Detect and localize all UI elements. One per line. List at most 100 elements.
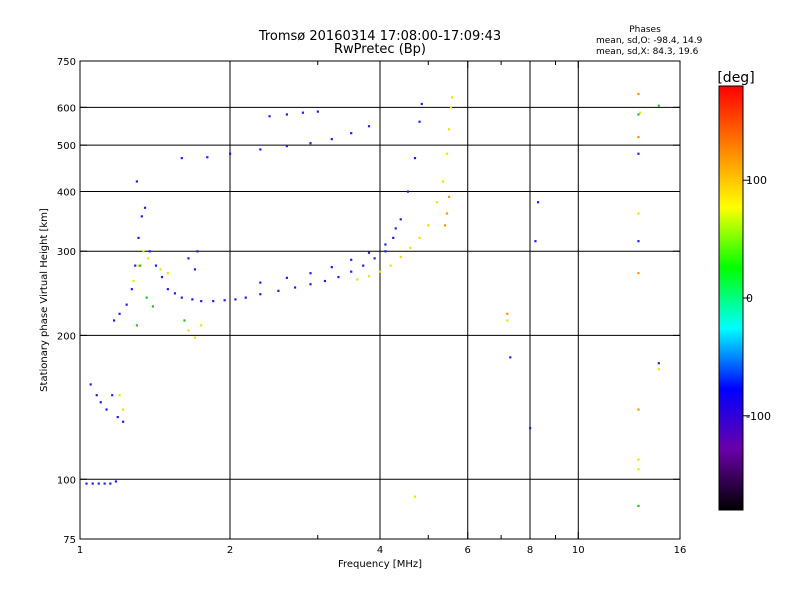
data-points xyxy=(85,92,660,508)
data-point xyxy=(384,250,387,253)
data-point xyxy=(89,383,92,386)
data-point xyxy=(118,312,121,315)
data-point xyxy=(143,206,147,209)
data-point xyxy=(301,111,305,114)
y-tick-label: 600 xyxy=(57,103,76,114)
data-point xyxy=(166,288,169,291)
data-point xyxy=(137,236,140,240)
data-point xyxy=(139,264,142,267)
data-point xyxy=(323,279,327,283)
data-point xyxy=(373,257,376,260)
data-point xyxy=(443,224,447,227)
data-point xyxy=(447,128,451,131)
data-point xyxy=(509,356,512,359)
data-point xyxy=(409,246,412,249)
data-point xyxy=(309,142,312,145)
data-point xyxy=(445,212,449,215)
colorbar-tick-label: 100 xyxy=(746,174,767,187)
data-point xyxy=(105,408,108,411)
y-tick-label: 200 xyxy=(57,331,76,342)
x-tick-label: 16 xyxy=(674,545,687,556)
data-point xyxy=(135,324,138,327)
data-point xyxy=(394,227,397,230)
data-point xyxy=(95,394,98,397)
data-point xyxy=(389,264,392,267)
data-point xyxy=(427,224,430,227)
data-point xyxy=(337,275,340,279)
chart-title: Tromsø 20160314 17:08:00-17:09:43 xyxy=(258,29,501,44)
data-point xyxy=(435,201,438,204)
data-point xyxy=(148,250,151,253)
data-point xyxy=(259,281,262,284)
data-point xyxy=(145,296,148,299)
data-point xyxy=(637,458,640,461)
data-point xyxy=(657,362,660,365)
data-point xyxy=(166,272,169,275)
data-point xyxy=(384,243,387,246)
data-point xyxy=(187,257,190,260)
data-point xyxy=(147,257,150,260)
data-point xyxy=(137,264,140,267)
x-tick-label: 4 xyxy=(377,545,383,556)
data-point xyxy=(193,336,197,339)
y-tick-label: 100 xyxy=(57,475,76,486)
colorbar-label: [deg] xyxy=(717,70,754,86)
y-tick-label: 75 xyxy=(63,535,76,546)
data-point xyxy=(154,264,158,267)
x-tick-label: 10 xyxy=(572,545,585,556)
data-point xyxy=(268,115,271,118)
y-tick-label: 500 xyxy=(57,141,76,152)
data-point xyxy=(413,495,417,498)
data-point xyxy=(125,303,128,306)
chart-subtitle: RwPretec (Bp) xyxy=(334,42,426,57)
data-point xyxy=(330,138,333,141)
data-point xyxy=(173,292,177,295)
data-point xyxy=(529,427,532,430)
data-point xyxy=(285,276,288,279)
data-point xyxy=(140,215,143,218)
data-point xyxy=(142,250,145,253)
data-point xyxy=(406,190,410,193)
colorbar-tick-label: 0 xyxy=(746,292,753,305)
data-point xyxy=(309,272,312,275)
data-point xyxy=(447,195,451,198)
x-axis-label: Frequency [MHz] xyxy=(338,559,422,570)
data-point xyxy=(109,482,112,485)
data-point xyxy=(229,152,232,155)
data-point xyxy=(350,132,353,135)
data-point xyxy=(103,482,106,485)
legend-line-o: mean, sd,O: -98.4, 14.9 xyxy=(596,36,703,46)
data-point xyxy=(196,250,199,253)
y-tick-label: 750 xyxy=(57,57,76,68)
data-point xyxy=(99,401,102,404)
y-axis-label: Stationary phase Virtual Height [km] xyxy=(39,208,50,392)
data-point xyxy=(637,272,640,275)
data-point xyxy=(193,268,197,271)
data-point xyxy=(191,298,194,301)
data-point xyxy=(234,298,237,301)
data-point xyxy=(413,157,417,160)
data-point xyxy=(285,113,288,116)
data-point xyxy=(534,240,537,243)
data-point xyxy=(506,319,509,322)
data-point xyxy=(309,283,312,286)
data-point xyxy=(223,299,226,302)
data-point xyxy=(330,266,333,269)
data-point xyxy=(200,324,203,327)
data-point xyxy=(657,368,660,371)
data-point xyxy=(418,120,421,123)
data-point xyxy=(445,152,449,155)
data-point xyxy=(200,300,203,303)
data-point xyxy=(285,145,288,148)
data-point xyxy=(657,104,660,107)
x-tick-labels: 1 2 4 6 8 10 16 xyxy=(77,545,687,556)
data-point xyxy=(91,482,94,485)
data-point xyxy=(180,296,183,299)
data-point xyxy=(506,312,509,315)
data-point xyxy=(399,255,402,259)
data-point xyxy=(116,415,119,419)
data-point xyxy=(350,270,353,273)
data-point xyxy=(392,236,395,240)
data-point xyxy=(399,218,402,221)
